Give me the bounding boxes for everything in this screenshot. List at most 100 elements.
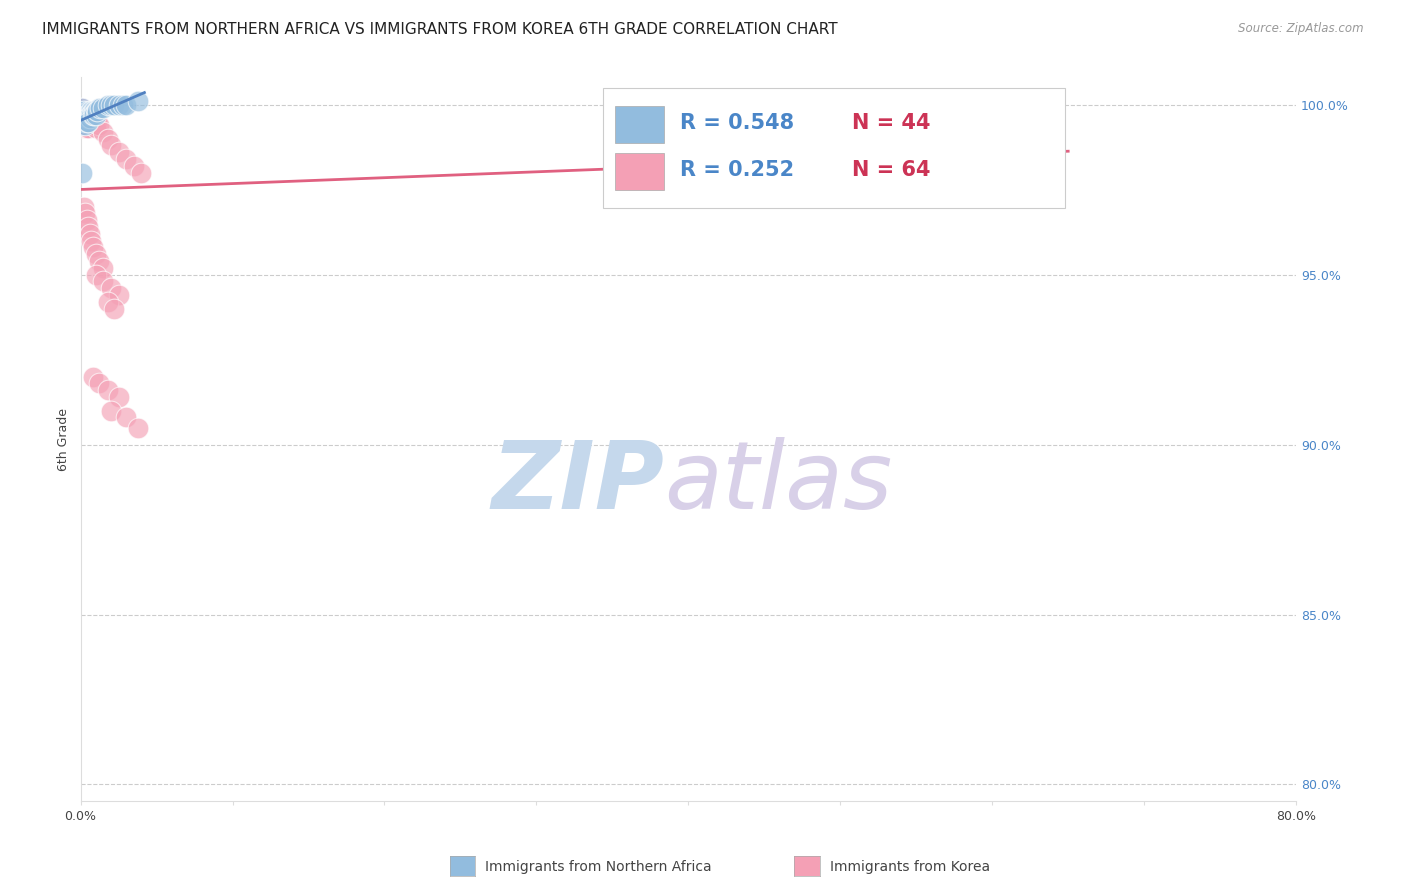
Point [72,200,94,214]
Point [80,108,103,122]
Point [72,114,94,128]
Point [75,114,97,128]
Point [93,260,115,275]
Point [87,118,110,132]
Point [97,383,120,397]
Point [97,97,120,112]
Point [79,118,101,132]
Point [77,104,100,119]
Point [72,114,94,128]
Point [100,97,122,112]
Point [76,112,98,126]
Point [77,114,100,128]
Y-axis label: 6th Grade: 6th Grade [58,408,70,471]
Point [70,118,93,132]
Text: atlas: atlas [664,437,893,528]
FancyBboxPatch shape [616,106,664,143]
Point [131,166,153,180]
Point [107,288,129,302]
Point [86,114,108,128]
Point [93,101,115,115]
Point [80,108,103,122]
Point [103,97,125,112]
Point [122,159,145,173]
Point [107,145,129,160]
Point [83,104,105,119]
Text: Immigrants from Northern Africa: Immigrants from Northern Africa [485,860,711,873]
Point [70,104,93,119]
Point [80,112,103,126]
Point [75,114,97,128]
Point [72,108,94,122]
Point [83,118,105,132]
Point [127,420,149,434]
Point [72,112,94,126]
Point [79,104,101,119]
Point [86,104,108,119]
Point [84,104,107,119]
Text: N = 64: N = 64 [852,160,931,180]
Point [77,114,100,128]
Text: Source: ZipAtlas.com: Source: ZipAtlas.com [1239,22,1364,36]
Text: ZIP: ZIP [491,437,664,529]
Point [79,227,101,241]
Point [77,121,100,136]
Point [93,274,115,288]
Point [100,138,122,153]
FancyBboxPatch shape [616,153,664,190]
Point [97,131,120,145]
Point [76,112,98,126]
Point [70,112,93,126]
Point [89,101,111,115]
Point [72,104,94,119]
Point [100,281,122,295]
Point [112,97,135,112]
Point [82,369,104,384]
Point [75,206,97,220]
Point [76,108,98,122]
Point [77,108,100,122]
Point [97,294,120,309]
Point [82,240,104,254]
Point [127,94,149,108]
Point [77,219,100,234]
Point [75,104,97,119]
Text: Immigrants from Korea: Immigrants from Korea [830,860,990,873]
Point [70,101,93,115]
Point [115,97,138,112]
Point [115,152,138,166]
Point [107,97,129,112]
Point [107,390,129,404]
Point [84,108,107,122]
Point [72,108,94,122]
Point [82,108,104,122]
Point [72,114,94,128]
Point [75,121,97,136]
Point [100,403,122,417]
Point [70,118,93,132]
Point [84,247,107,261]
Point [76,213,98,227]
Point [75,112,97,126]
Point [79,112,101,126]
Point [79,108,101,122]
Point [75,118,97,132]
Point [75,112,97,126]
Point [84,268,107,282]
Point [76,121,98,136]
Point [80,104,103,119]
Point [84,112,107,126]
Point [72,118,94,132]
FancyBboxPatch shape [603,88,1066,208]
Point [70,166,93,180]
Point [82,114,104,128]
Point [70,104,93,119]
Point [82,108,104,122]
Point [82,104,104,119]
Point [70,101,93,115]
Point [87,101,110,115]
Point [77,108,100,122]
Point [87,376,110,391]
Point [87,254,110,268]
Point [93,125,115,139]
